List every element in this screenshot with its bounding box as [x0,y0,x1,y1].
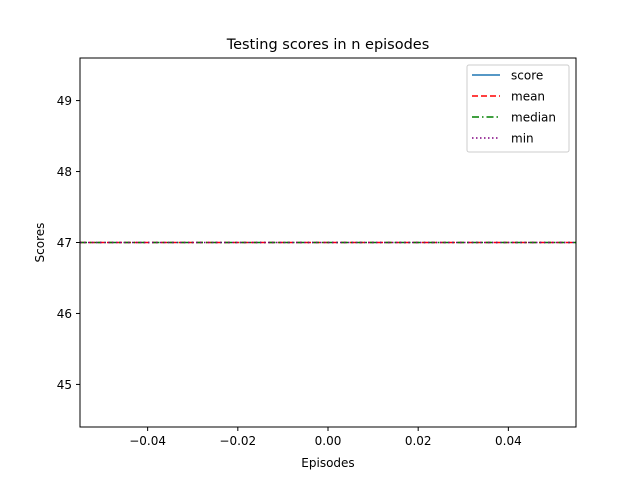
x-tick-label: 0.04 [495,434,522,448]
y-tick-label: 47 [57,236,72,250]
legend-mean-label: mean [511,90,545,104]
y-axis-label: Scores [33,223,47,263]
x-axis-ticks: −0.04 −0.02 0.00 0.02 0.04 [129,427,522,448]
x-axis-label: Episodes [301,456,354,470]
legend-median-label: median [511,111,556,125]
legend-median: median [472,111,556,125]
plot-frame [79,57,577,428]
y-tick-label: 49 [57,94,72,108]
chart-title: Testing scores in n episodes [226,37,430,53]
legend-score-label: score [511,69,543,83]
x-tick-label: −0.02 [219,434,256,448]
x-tick-label: 0.02 [405,434,432,448]
y-tick-label: 48 [57,165,72,179]
y-tick-label: 46 [57,307,72,321]
y-tick-label: 45 [57,378,72,392]
x-tick-label: 0.00 [315,434,342,448]
y-axis-ticks: 45 46 47 48 49 [57,94,80,392]
legend-score: score [472,69,543,83]
legend-min-label: min [511,132,534,146]
legend-min: min [472,132,534,146]
legend-entries: score mean median min [472,69,556,146]
legend: score mean median min [466,64,570,153]
x-tick-label: −0.04 [129,434,166,448]
legend-box [466,64,570,153]
legend-mean: mean [472,90,545,104]
